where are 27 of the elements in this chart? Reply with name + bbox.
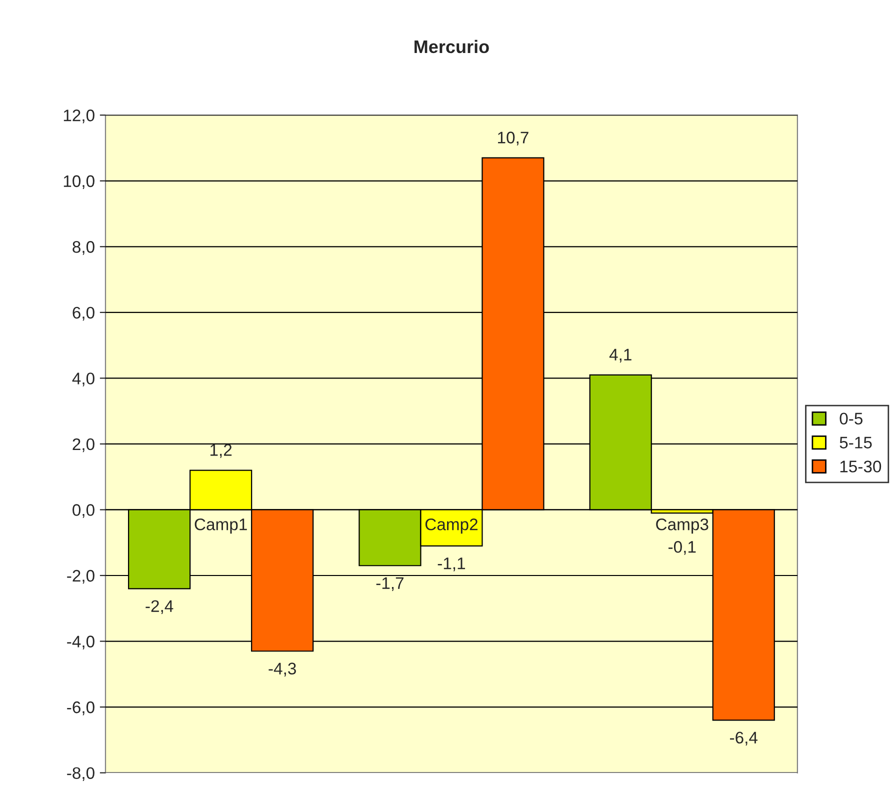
y-tick-label: 10,0 xyxy=(64,175,94,190)
y-tick-label: -6,0 xyxy=(67,701,94,716)
y-tick-label: -2,0 xyxy=(67,570,94,584)
y-tick-label: 2,0 xyxy=(72,438,94,452)
x-tick-label: Camp2 xyxy=(425,518,478,534)
legend-label: 5-15 xyxy=(840,436,872,448)
data-label: 4,1 xyxy=(609,348,632,362)
x-tick-label: Camp1 xyxy=(194,518,247,534)
legend-label: 0-5 xyxy=(840,412,863,425)
y-tick-label: 8,0 xyxy=(72,241,94,255)
data-label: -1,7 xyxy=(376,577,404,591)
data-label: -0,1 xyxy=(668,541,696,555)
legend-label: 15-30 xyxy=(840,460,882,472)
chart-title: Mercurio xyxy=(414,40,489,54)
data-label: -1,1 xyxy=(438,558,466,572)
y-tick-label: -8,0 xyxy=(67,767,94,781)
data-label: -6,4 xyxy=(730,732,758,746)
y-tick-label: -4,0 xyxy=(67,636,94,650)
data-label: -4,3 xyxy=(268,662,296,676)
x-tick-label: Camp3 xyxy=(656,518,708,534)
y-tick-label: 12,0 xyxy=(64,110,94,124)
data-label: 10,7 xyxy=(498,132,528,146)
y-tick-label: 4,0 xyxy=(72,372,94,386)
data-label: 1,2 xyxy=(210,444,232,458)
y-tick-label: 0,0 xyxy=(72,504,94,518)
y-tick-label: 6,0 xyxy=(72,306,94,321)
data-label: -2,4 xyxy=(146,600,174,614)
